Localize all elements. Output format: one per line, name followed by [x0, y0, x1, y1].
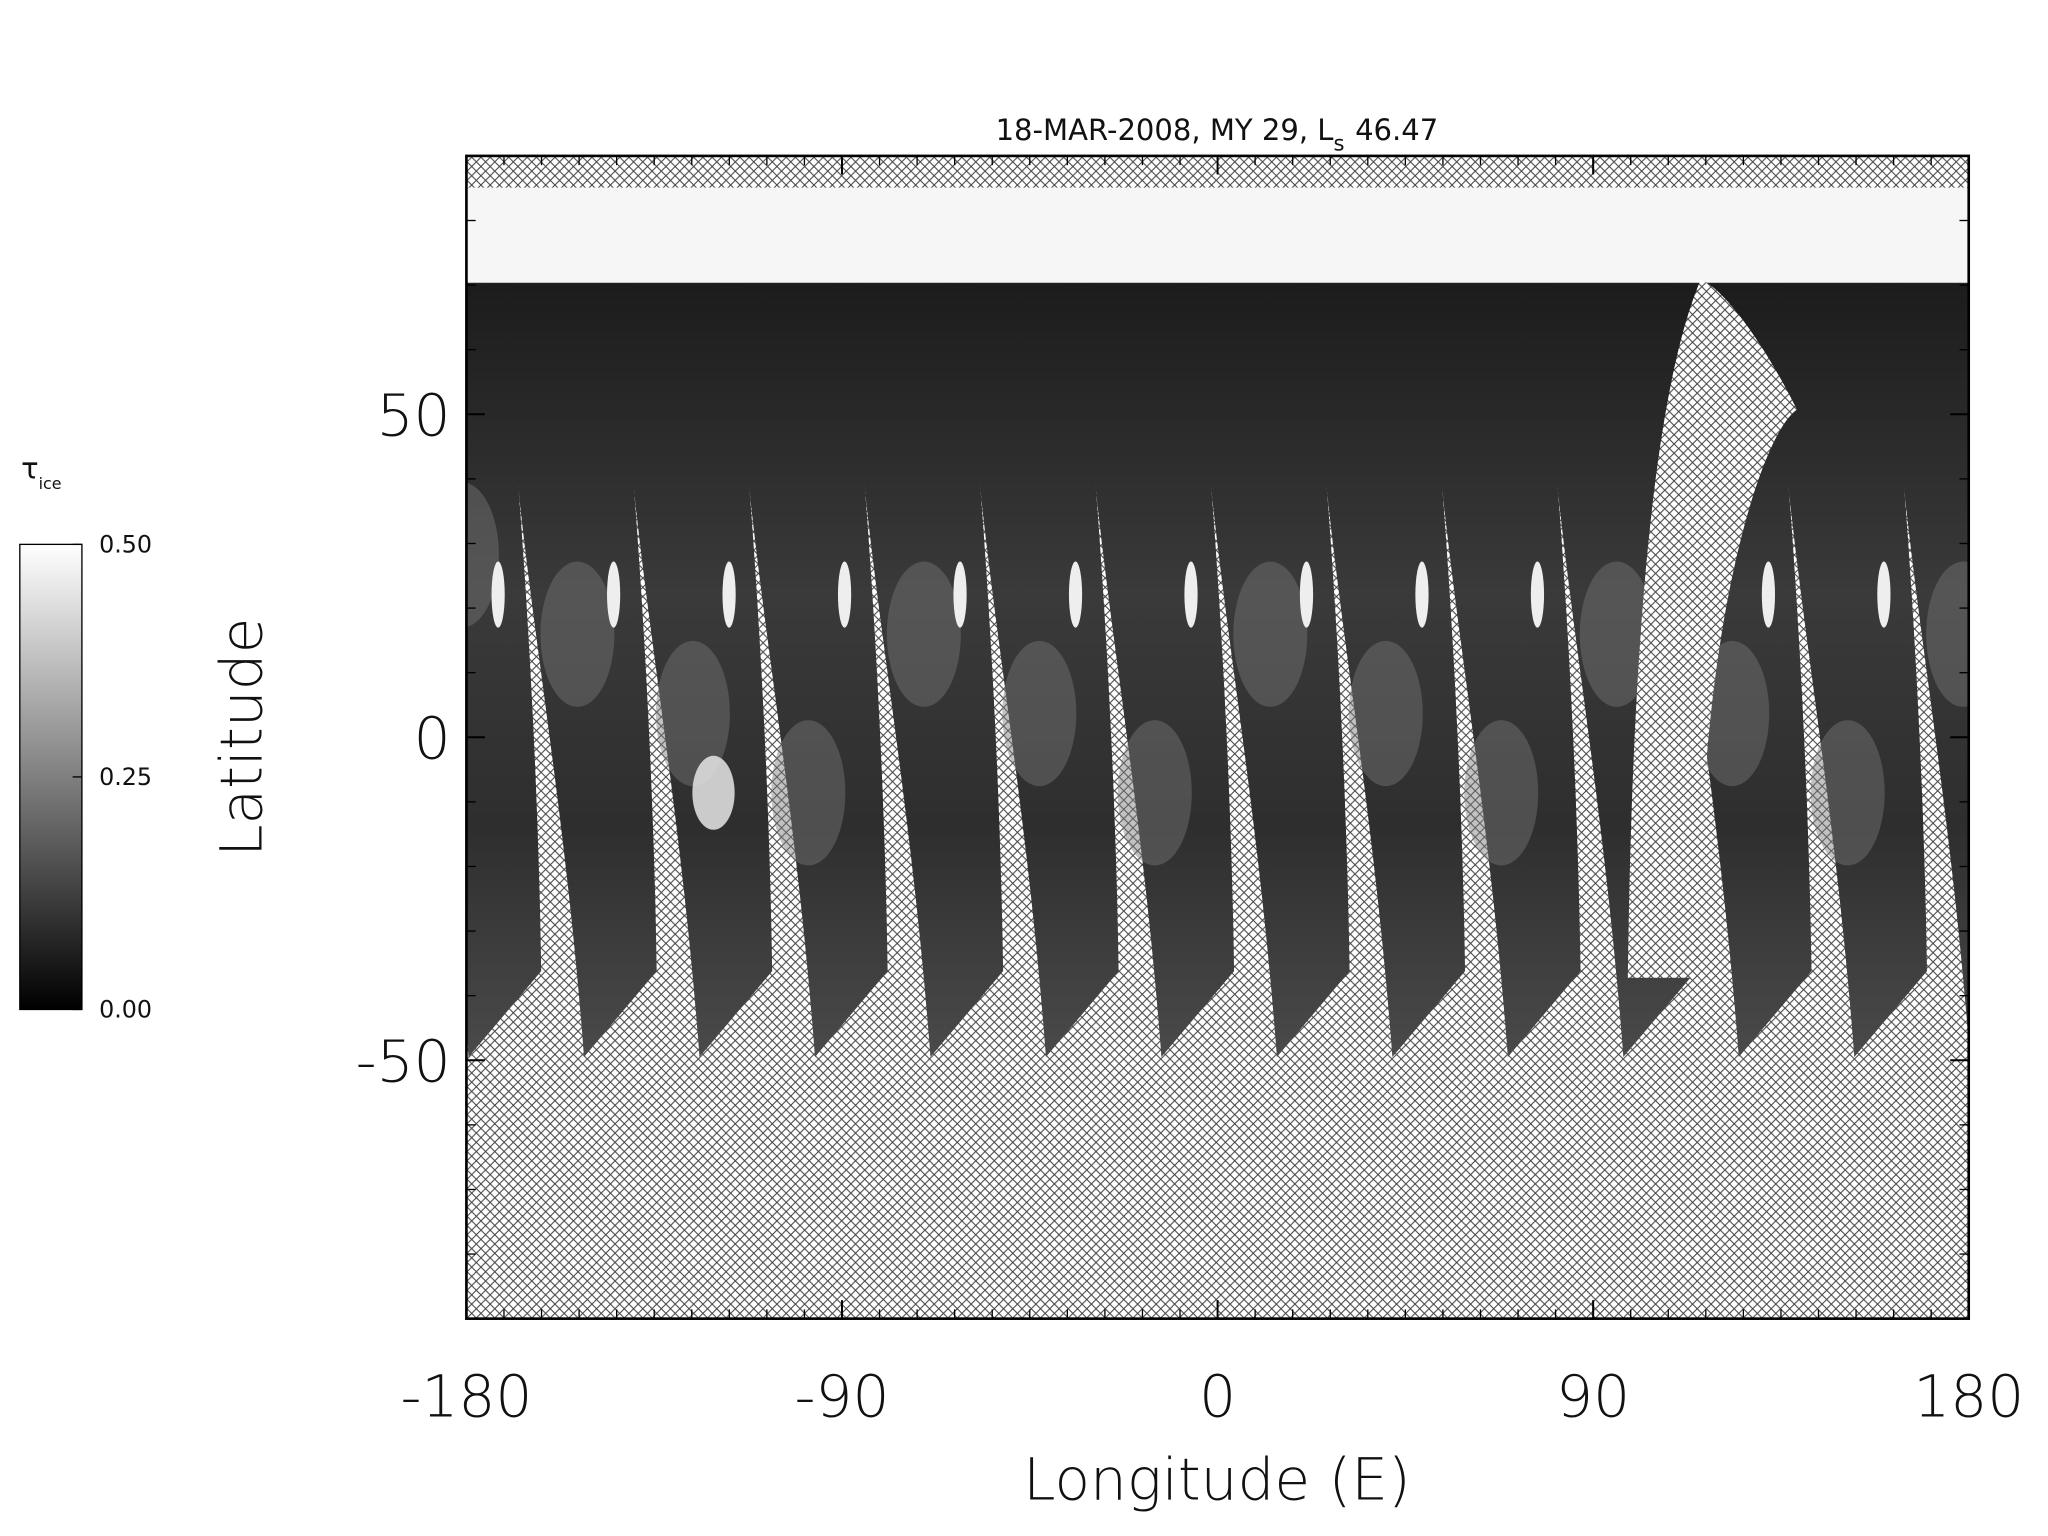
- bright-spot: [953, 561, 967, 628]
- x-tick-label: 0: [1199, 1362, 1236, 1430]
- colorbar: [19, 543, 83, 1011]
- colorbar-subscript: ice: [39, 474, 62, 493]
- bright-spot: [1068, 561, 1083, 628]
- bright-spot: [1761, 561, 1776, 628]
- x-tick-label: 180: [1913, 1362, 2024, 1430]
- cloud: [771, 720, 846, 866]
- bright-spot: [1530, 561, 1545, 628]
- cloud: [1579, 561, 1654, 707]
- swath: [484, 284, 657, 1058]
- swath: [1293, 284, 1466, 1058]
- y-axis-label: Latitude: [208, 618, 276, 857]
- swath: [1408, 284, 1581, 1058]
- swath: [466, 284, 542, 1058]
- colorbar-symbol: τ: [21, 451, 39, 485]
- y-tick-label: 0: [414, 704, 451, 772]
- bright-spot: [837, 561, 852, 628]
- bright-spot: [1415, 561, 1429, 628]
- bright-spot: [376, 562, 389, 628]
- cloud: [1348, 640, 1423, 787]
- swath: [831, 284, 1004, 1058]
- swath: [946, 284, 1119, 1058]
- cloud: [1002, 640, 1077, 787]
- colorbar-label: τice: [21, 451, 61, 493]
- hatch-south: [466, 1059, 1969, 1319]
- hatch-gap: [1627, 280, 1797, 978]
- cloud: [692, 755, 735, 830]
- cloud: [1117, 720, 1192, 866]
- cloud: [466, 482, 499, 628]
- cloud: [1233, 561, 1308, 707]
- colorbar-tick-label: 0.25: [99, 763, 152, 791]
- cloud: [540, 561, 615, 707]
- swath: [1062, 284, 1235, 1058]
- x-tick-label: 90: [1556, 1362, 1630, 1430]
- cloud: [886, 561, 961, 707]
- bright-spot: [1184, 561, 1198, 628]
- y-tick-label: 50: [377, 381, 451, 449]
- cloud: [655, 640, 730, 787]
- bright-spot: [491, 561, 505, 628]
- bright-spot: [722, 561, 736, 628]
- title-value: 46.47: [1355, 113, 1438, 147]
- colorbar-tick-label: 0.00: [99, 995, 152, 1023]
- swath: [715, 284, 888, 1058]
- swath: [600, 284, 773, 1058]
- colorbar-tick-label: 0.50: [99, 530, 152, 558]
- map-image: [376, 155, 1969, 1319]
- cloud: [1810, 720, 1885, 866]
- cloud: [1464, 720, 1539, 866]
- swath: [1870, 284, 1969, 1044]
- bright-spot: [607, 561, 621, 628]
- swath: [1177, 284, 1350, 1058]
- x-axis-label: Longitude (E): [1023, 1446, 1411, 1514]
- title-subscript: s: [1333, 131, 1344, 156]
- bright-spot: [1877, 561, 1891, 628]
- bright-spot: [1299, 561, 1314, 628]
- title-text: 18-MAR-2008, MY 29, L: [996, 113, 1335, 147]
- x-tick-label: -180: [400, 1362, 532, 1430]
- chart-title: 18-MAR-2008, MY 29, Ls 46.47: [996, 113, 1439, 156]
- y-tick-label: -50: [356, 1027, 451, 1095]
- swath: [1755, 284, 1927, 1058]
- cloud: [1926, 561, 1969, 707]
- x-tick-label: -90: [795, 1362, 890, 1430]
